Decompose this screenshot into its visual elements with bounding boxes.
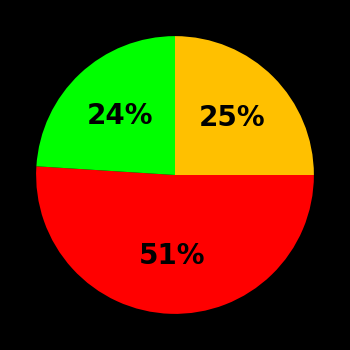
- Text: 51%: 51%: [139, 241, 206, 270]
- Wedge shape: [175, 36, 314, 175]
- Text: 24%: 24%: [86, 102, 153, 130]
- Wedge shape: [36, 166, 314, 314]
- Wedge shape: [36, 36, 175, 175]
- Text: 25%: 25%: [199, 104, 265, 132]
